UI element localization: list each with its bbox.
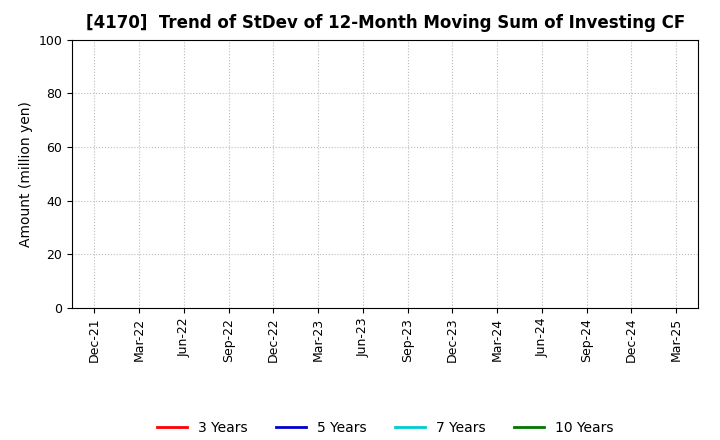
Y-axis label: Amount (million yen): Amount (million yen) (19, 101, 33, 247)
Title: [4170]  Trend of StDev of 12-Month Moving Sum of Investing CF: [4170] Trend of StDev of 12-Month Moving… (86, 15, 685, 33)
Legend: 3 Years, 5 Years, 7 Years, 10 Years: 3 Years, 5 Years, 7 Years, 10 Years (151, 415, 619, 440)
